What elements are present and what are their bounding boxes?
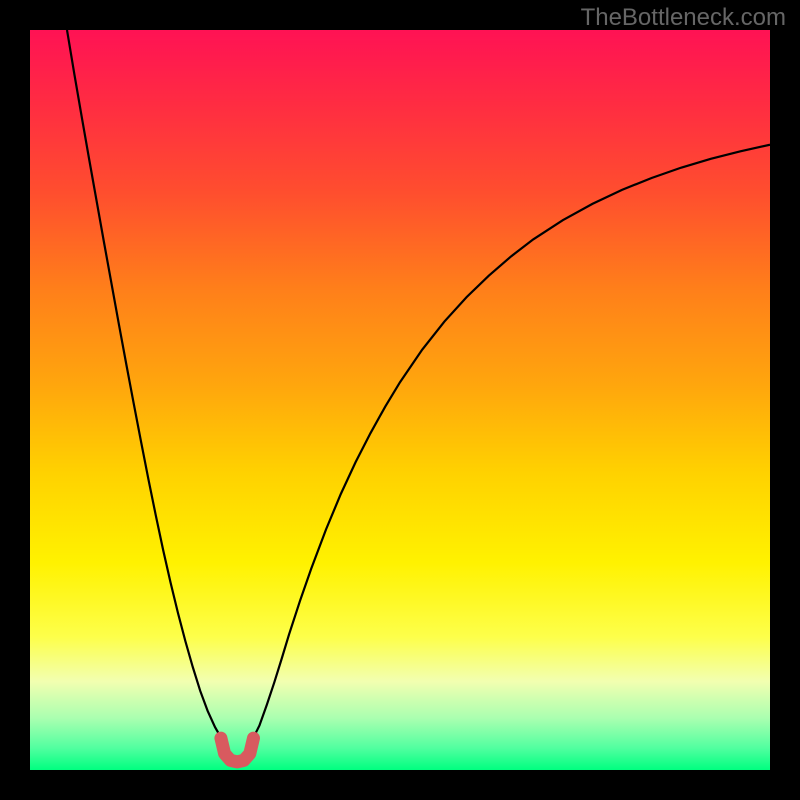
watermark-text: TheBottleneck.com: [581, 4, 786, 32]
bottleneck-chart-svg: [30, 30, 770, 770]
chart-background: [30, 30, 770, 770]
chart-stage: TheBottleneck.com: [0, 0, 800, 800]
plot-area: [30, 30, 770, 770]
